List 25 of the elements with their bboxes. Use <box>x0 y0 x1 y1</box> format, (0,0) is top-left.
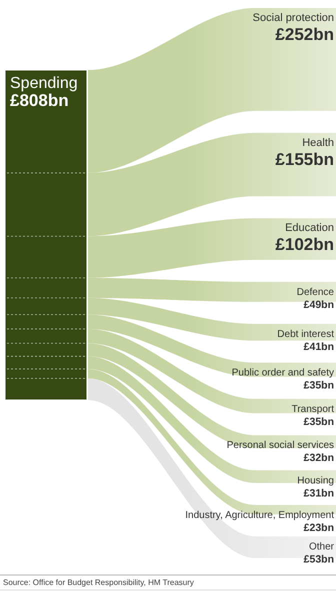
category-label: Debt interest <box>277 328 334 340</box>
category-label: Public order and safety <box>232 368 334 379</box>
category-label: Social protection <box>252 12 334 24</box>
text: Spending <box>10 75 78 92</box>
text: £808bn <box>10 91 69 110</box>
data-label: £102bn <box>275 235 334 254</box>
data-label: £23bn <box>304 522 334 534</box>
data-label: £35bn <box>304 380 334 392</box>
data-label: £53bn <box>304 553 334 566</box>
data-label: £32bn <box>304 452 334 464</box>
data-label: £252bn <box>275 25 334 44</box>
data-label: £35bn <box>304 416 334 428</box>
data-label: £31bn <box>304 487 334 500</box>
category-label: Education <box>285 222 334 234</box>
category-label: Defence <box>296 286 334 298</box>
category-label: Health <box>302 136 334 149</box>
category-label: Transport <box>292 404 334 415</box>
category-label: Other <box>308 541 335 552</box>
data-label: £155bn <box>275 150 334 169</box>
source-note: Source: Office for Budget Responsibility, HM Treasury <box>3 578 194 587</box>
category-label: Housing <box>297 475 334 486</box>
data-label: £49bn <box>304 298 334 311</box>
category-label: Industry, Agriculture, Employment <box>185 510 334 521</box>
data-label: £41bn <box>304 340 334 353</box>
category-label: Personal social services <box>226 440 334 452</box>
